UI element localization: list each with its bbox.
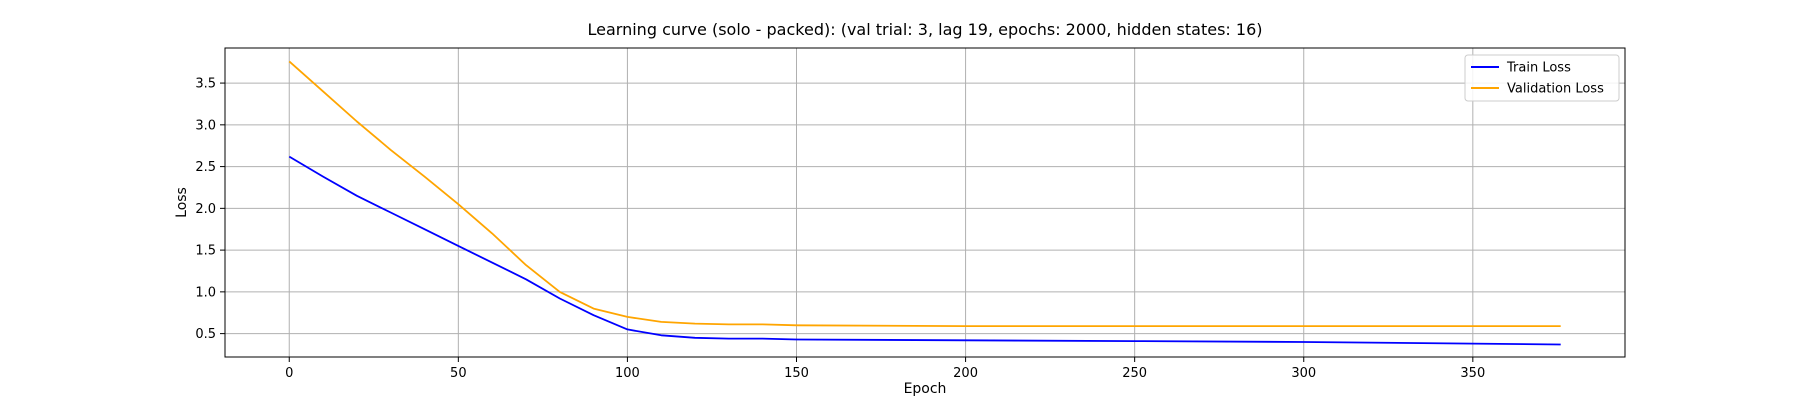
plot-frame: [224, 47, 1626, 358]
legend-box: [1464, 54, 1620, 102]
legend-label-validation-loss: Validation Loss: [1507, 82, 1604, 97]
series-line-validation-loss: [288, 60, 1561, 328]
plot-background: [225, 48, 1625, 357]
legend: Train Loss Validation Loss: [1464, 54, 1620, 102]
y-tick-label: 3.5: [195, 77, 216, 92]
x-tick-label: 300: [1291, 366, 1316, 381]
y-tick-label: 3.0: [195, 118, 216, 133]
y-tick-label: 2.0: [195, 202, 216, 217]
x-tick-label: 50: [450, 366, 467, 381]
x-axis-ticks: 0 50 100 150 200 250 300 350: [285, 357, 1485, 381]
plot-area: [224, 47, 1626, 358]
x-tick-label: 0: [285, 366, 293, 381]
y-axis-label: Loss: [174, 187, 190, 218]
x-axis-label: Epoch: [904, 381, 947, 397]
x-tick-label: 150: [784, 366, 809, 381]
x-tick-label: 350: [1460, 366, 1485, 381]
x-tick-label: 200: [953, 366, 978, 381]
y-tick-label: 1.0: [195, 285, 216, 300]
chart-title: Learning curve (solo - packed): (val tri…: [588, 20, 1263, 39]
legend-label-train-loss: Train Loss: [1506, 61, 1571, 76]
series-line-train-loss: [288, 155, 1561, 346]
y-tick-label: 0.5: [195, 327, 216, 342]
y-tick-label: 1.5: [195, 244, 216, 259]
y-axis-ticks: 0.5 1.0 1.5 2.0 2.5 3.0 3.5: [195, 77, 225, 342]
series-lines: [288, 60, 1561, 346]
x-tick-label: 100: [615, 366, 640, 381]
x-tick-label: 250: [1122, 366, 1147, 381]
y-tick-label: 2.5: [195, 160, 216, 175]
